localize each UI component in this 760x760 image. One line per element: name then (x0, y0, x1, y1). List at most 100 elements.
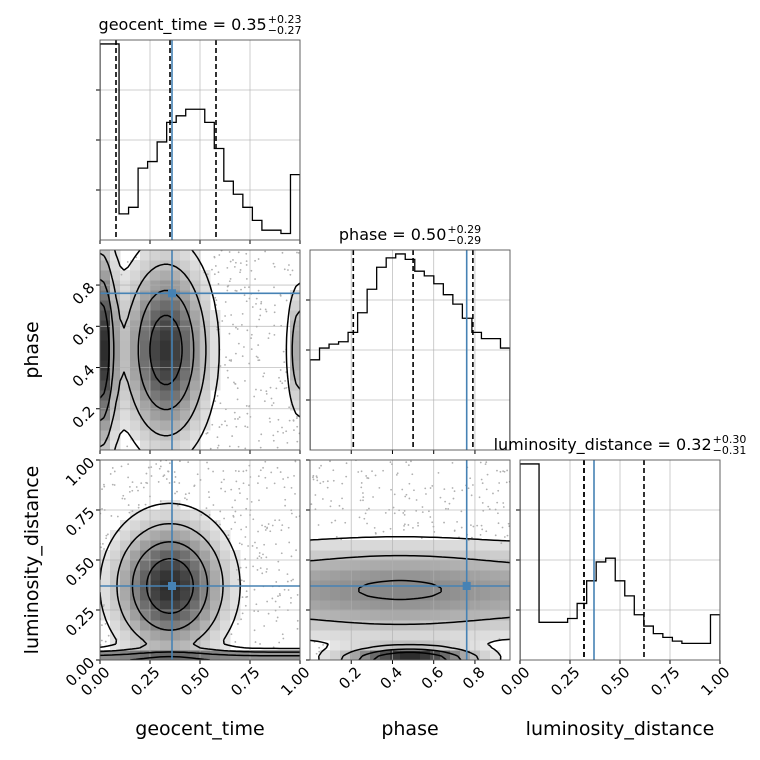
ytick-label-luminosity_distance-1: 0.25 (62, 604, 98, 640)
density-cell (100, 420, 111, 431)
density-cell (500, 610, 510, 621)
sample-point (408, 497, 411, 500)
density-cell (140, 510, 151, 521)
density-cell (150, 310, 161, 321)
sample-point (263, 400, 266, 403)
sample-point (471, 536, 473, 539)
sample-point (244, 558, 247, 560)
sample-point (239, 566, 242, 569)
sample-point (245, 260, 248, 263)
sample-point (251, 306, 254, 308)
sample-point (234, 261, 237, 264)
density-cell (100, 250, 111, 261)
sample-point (224, 301, 227, 303)
density-cell (400, 610, 411, 621)
density-cell (160, 330, 171, 341)
sample-point (293, 429, 295, 432)
sample-point (251, 545, 254, 547)
sample-point (255, 297, 258, 300)
sample-point (223, 478, 225, 481)
sample-point (318, 467, 321, 469)
sample-point (120, 465, 123, 468)
hist-step-geocent_time (100, 43, 300, 240)
ytick-label-luminosity_distance-3: 0.75 (62, 504, 98, 540)
sample-point (239, 514, 242, 517)
sample-point (293, 474, 295, 477)
sample-point (265, 392, 268, 395)
sample-point (358, 516, 361, 519)
density-cell (350, 570, 361, 581)
density-cell (140, 340, 151, 351)
density-cell (190, 290, 201, 301)
sample-point (273, 482, 276, 485)
density-cell (120, 560, 131, 571)
density-cell (310, 600, 321, 611)
sample-point (259, 643, 261, 645)
density-cell (120, 330, 131, 341)
density-cell (200, 550, 211, 561)
density-cell (210, 540, 221, 551)
density-cell (410, 620, 421, 631)
density-cell (320, 630, 331, 641)
sample-point (290, 486, 293, 489)
sample-point (146, 482, 149, 485)
density-cell (130, 570, 141, 581)
density-cell (400, 560, 411, 571)
density-cell (330, 570, 341, 581)
density-cell (420, 610, 431, 621)
density-cell (180, 400, 191, 411)
sample-point (402, 512, 405, 514)
sample-point (218, 254, 221, 256)
density-cell (480, 620, 491, 631)
density-cell (120, 340, 131, 351)
sample-point (476, 524, 479, 527)
sample-point (460, 510, 463, 513)
density-cell (330, 540, 341, 551)
density-cell (290, 330, 300, 341)
sample-point (329, 505, 332, 508)
sample-point (485, 530, 488, 533)
panel-frame-1-0 (99, 249, 301, 451)
xtick-label-geocent_time-1: 0.25 (127, 663, 163, 699)
density-cell (200, 520, 211, 531)
density-cell (290, 650, 300, 660)
xtick-label-geocent_time-4: 1.00 (277, 663, 313, 699)
sample-point (240, 288, 242, 291)
density-cell (170, 260, 181, 271)
sample-point (233, 265, 236, 268)
sample-point (206, 273, 209, 276)
density-cell (390, 650, 401, 660)
sample-point (257, 482, 259, 485)
density-cell (450, 610, 461, 621)
sample-point (362, 496, 365, 499)
sample-point (237, 251, 240, 254)
sample-point (389, 461, 392, 464)
sample-point (218, 426, 221, 428)
sample-point (443, 488, 446, 490)
sample-point (402, 528, 405, 531)
density-cell (100, 350, 111, 361)
sample-point (478, 496, 481, 499)
density-cell (450, 550, 461, 561)
sample-point (296, 627, 299, 630)
density-cell (200, 570, 211, 581)
sample-point (219, 402, 222, 405)
density-cell (160, 410, 171, 421)
density-cell (340, 570, 351, 581)
density-cell (460, 590, 471, 601)
density-cell (130, 420, 141, 431)
density-cell (210, 590, 221, 601)
density-cell (290, 340, 300, 351)
xtick-label-geocent_time-3: 0.75 (227, 663, 263, 699)
density-cell (120, 300, 131, 311)
density-cell (350, 590, 361, 601)
density-cell (150, 530, 161, 541)
sample-point (137, 506, 140, 509)
sample-point (341, 482, 344, 485)
density-cell (170, 560, 181, 571)
density-cell (180, 570, 191, 581)
density-cell (320, 620, 331, 631)
sample-point (417, 524, 419, 527)
density-cell (120, 530, 131, 541)
density-cell (100, 390, 111, 401)
